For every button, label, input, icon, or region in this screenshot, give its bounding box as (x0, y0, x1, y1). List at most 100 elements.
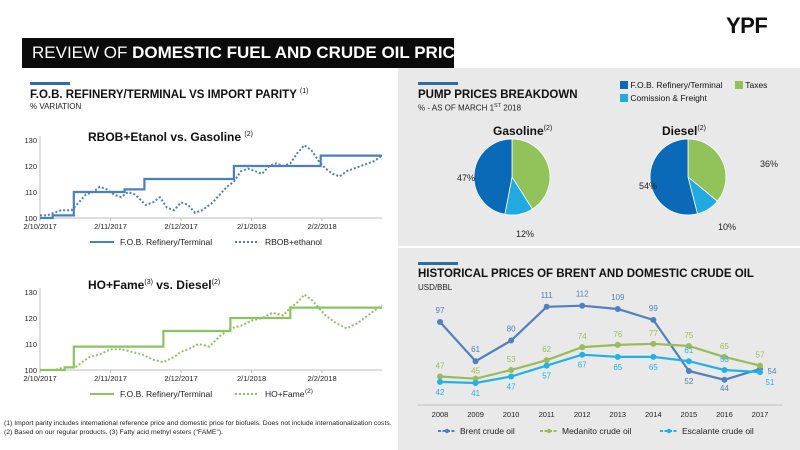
hist-x-tick-label: 2016 (716, 410, 733, 419)
hist-point-1 (614, 341, 621, 348)
pump-panel (398, 68, 800, 246)
diesel-slice-label: 36% (760, 159, 778, 169)
hist-data-label: 45 (471, 367, 480, 376)
pump-subtitle-sup: ST (494, 103, 502, 109)
hist-point-0 (437, 319, 443, 326)
hist-legend-marker (666, 428, 672, 434)
hist-x-tick-label: 2008 (432, 410, 449, 419)
page-title: REVIEW OF DOMESTIC FUEL AND CRUDE OIL PR… (22, 38, 478, 68)
hist-point-2 (685, 358, 692, 365)
hist-point-1 (650, 340, 657, 347)
rbob-x-tick-label: 2/10/2017 (23, 222, 56, 231)
hist-point-0 (614, 305, 621, 312)
historical-chart: 2008 2009 2010 2011 2012 2013 2014 2015 2016 2017… (418, 290, 782, 436)
hist-data-label: 57 (756, 351, 765, 360)
fob-swatch (620, 81, 628, 89)
hist-point-0 (543, 303, 550, 310)
commission-swatch (620, 94, 628, 102)
hist-data-label: 65 (613, 363, 622, 372)
pump-legend-fob-label: F.O.B. Refinery/Terminal (630, 80, 723, 90)
gasoline-title-sup: (2) (543, 125, 553, 132)
hist-data-label: 42 (436, 388, 445, 397)
hist-point-0 (508, 337, 515, 344)
pump-legend-commission-label: Comission & Freight (630, 93, 707, 103)
rbob-legend-label: F.O.B. Refinery/Terminal (120, 237, 212, 247)
hist-point-2 (721, 366, 728, 373)
left-section-subtitle: % VARIATION (30, 102, 82, 111)
pump-section-subtitle: % - AS OF MARCH 1ST 2018 (418, 103, 521, 113)
diesel-slice-f-o-b-refinery-terminal (649, 138, 698, 216)
hist-point-0 (685, 368, 692, 375)
gasoline-slice-label: 47% (457, 173, 475, 183)
hist-data-label: 47 (507, 382, 516, 391)
hist-legend-marker (444, 428, 450, 434)
historical-section-title: HISTORICAL PRICES OF BRENT AND DOMESTIC … (418, 268, 754, 280)
hist-x-tick-label: 2012 (574, 410, 591, 419)
diesel-slice-label: 10% (718, 222, 736, 232)
hofame-y-tick-label: 120 (24, 314, 37, 323)
hofame-legend-sup: (2) (305, 388, 313, 395)
diesel-slice-label: 54% (639, 181, 657, 191)
diesel-pie-title: Diesel(2) (662, 124, 706, 138)
hist-data-label: 53 (507, 355, 516, 364)
hist-point-0 (721, 376, 728, 383)
hist-point-1 (508, 366, 515, 373)
hist-data-label: 99 (649, 304, 658, 313)
hofame-y-tick-label: 100 (24, 366, 37, 375)
historical-accent-bar (418, 262, 458, 265)
hist-legend-label: Medanito crude oil (562, 426, 632, 436)
hist-point-2 (614, 353, 621, 360)
hist-series-line-2 (439, 353, 761, 385)
hist-legend-label: Brent crude oil (460, 426, 515, 436)
hist-point-1 (543, 357, 550, 364)
hist-point-2 (508, 373, 515, 380)
hist-series-line-0 (439, 304, 761, 381)
hist-point-1 (721, 353, 728, 360)
hist-data-label: 80 (507, 325, 516, 334)
hist-data-label: 112 (576, 290, 589, 299)
hofame-title-suffix: vs. Diesel (152, 278, 212, 292)
hist-data-label: 62 (542, 345, 551, 354)
diesel-title-text: Diesel (662, 124, 698, 138)
hist-data-label: 51 (766, 378, 775, 387)
hist-x-tick-label: 2014 (645, 410, 662, 419)
hist-point-1 (437, 373, 443, 380)
hofame-series-fob-line (40, 306, 382, 372)
hofame-x-tick-label: 2/10/2017 (23, 374, 56, 383)
pie-charts: 41%12%47%36%10%54% (457, 138, 778, 239)
gasoline-title-text: Gasoline (493, 124, 544, 138)
pump-legend-item-taxes: Taxes (735, 80, 767, 90)
hofame-x-tick-label: 2/12/2017 (164, 374, 197, 383)
hist-data-label: 76 (613, 330, 622, 339)
hist-legend-marker (546, 428, 552, 434)
hofame-title-sup: (3) (144, 279, 153, 286)
hist-point-0 (579, 302, 586, 309)
page-title-bold: DOMESTIC FUEL AND CRUDE OIL PRICES (132, 43, 478, 62)
ypf-logo: YPF (726, 13, 768, 38)
diesel-slice-taxes (687, 138, 727, 202)
hofame-title-suffix-sup: (2) (211, 279, 221, 286)
pump-section-title: PUMP PRICES BREAKDOWN (418, 89, 578, 101)
rbob-title-text: RBOB+Etanol vs. Gasoline (88, 130, 242, 144)
rbob-y-tick-label: 130 (24, 136, 37, 145)
hist-point-0 (472, 358, 479, 365)
hofame-legend-label: F.O.B. Refinery/Terminal (120, 389, 212, 399)
gasoline-slice-f-o-b-refinery-terminal (473, 138, 513, 215)
hist-data-label: 67 (578, 361, 587, 370)
hist-data-label: 65 (649, 363, 658, 372)
hofame-chart: 100 110 120 130 2/10/2017 2/11/2017 2/12/2017 2… (23, 288, 383, 399)
hofame-x-tick-label: 2/2/2018 (307, 374, 336, 383)
left-accent-bar (30, 82, 70, 85)
pump-subtitle-prefix: % - AS OF MARCH 1 (418, 103, 495, 113)
pump-legend-item-commission: Comission & Freight (620, 93, 707, 103)
hist-data-label: 54 (768, 367, 777, 376)
hist-x-tick-label: 2011 (539, 410, 555, 419)
hist-point-0 (650, 316, 657, 323)
hist-point-2 (757, 369, 763, 376)
hist-x-tick-label: 2009 (467, 410, 484, 419)
rbob-chart-title: RBOB+Etanol vs. Gasoline (2) (88, 130, 253, 144)
hofame-title-text: HO+Fame (88, 278, 145, 292)
hofame-legend-label: HO+Fame (265, 389, 305, 399)
hist-x-tick-label: 2017 (752, 410, 769, 419)
page-title-prefix: REVIEW OF (32, 43, 133, 62)
